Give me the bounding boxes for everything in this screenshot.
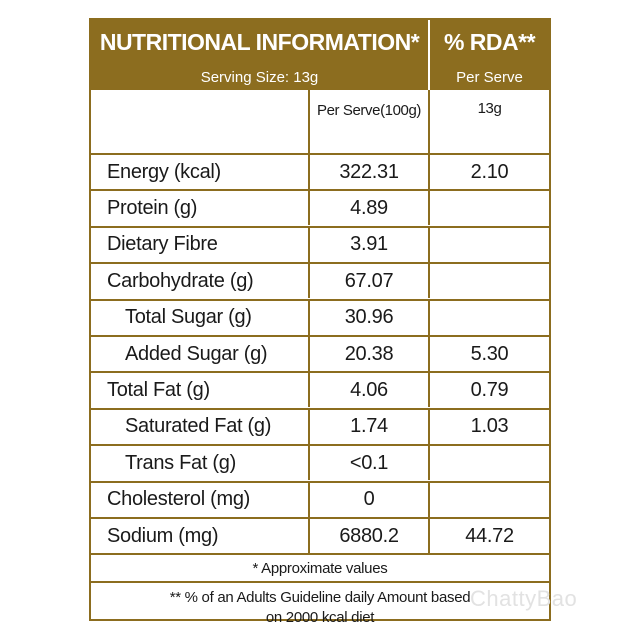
nutrient-name: Total Fat (g) — [91, 373, 310, 408]
footnote-rda-row: ** % of an Adults Guideline daily Amount… — [91, 581, 549, 633]
rda-value — [430, 228, 549, 262]
nutrient-name: Dietary Fibre — [91, 227, 310, 262]
nutrient-name: Added Sugar (g) — [91, 337, 310, 371]
serve-weight-header: 13g — [477, 100, 502, 117]
watermark: ChattyBao — [470, 586, 578, 611]
nutrient-name: Carbohydrate (g) — [91, 264, 310, 299]
rda-value — [430, 446, 549, 480]
per-serve-label: Per Serve — [456, 69, 523, 86]
per-100g-value: 67.07 — [310, 264, 430, 299]
rda-value: 1.03 — [470, 415, 509, 438]
per-100g-value: 322.31 — [310, 155, 430, 189]
rda-title: % RDA** — [443, 29, 536, 55]
per-100g-value: 1.74 — [310, 409, 430, 444]
title-row: NUTRITIONAL INFORMATION* % RDA** — [91, 20, 549, 65]
per-100g-value: 4.89 — [310, 191, 430, 226]
nutrient-header-empty — [91, 90, 310, 153]
rda-value: 0.79 — [470, 378, 509, 401]
footnote-approx-row: * Approximate values — [91, 553, 549, 581]
nutrient-name: Protein (g) — [91, 191, 310, 226]
per-100g-value: 4.06 — [310, 373, 430, 408]
nutrient-name: Trans Fat (g) — [91, 446, 310, 481]
rda-value — [430, 264, 549, 298]
rda-value: 5.30 — [470, 342, 509, 365]
rda-value — [430, 301, 549, 335]
footnote-rda-line1: ** % of an Adults Guideline daily Amount… — [169, 589, 471, 607]
serving-size: Serving Size: 13g — [91, 65, 430, 90]
per-100g-value: 0 — [310, 482, 430, 517]
column-header-row: Per Serve(100g) 13g — [91, 90, 549, 153]
table-row: Protein (g) 4.89 — [91, 189, 549, 226]
table-row: Sodium (mg) 6880.2 44.72 — [91, 517, 549, 553]
table-row: Saturated Fat (g) 1.74 1.03 — [91, 407, 549, 444]
nutrition-label: NUTRITIONAL INFORMATION* % RDA** Serving… — [89, 18, 551, 626]
per-100g-value: 30.96 — [310, 300, 430, 335]
per-100g-header: Per Serve(100g) — [310, 90, 430, 153]
nutrient-name: Total Sugar (g) — [91, 300, 310, 335]
rda-value — [430, 191, 549, 225]
nutrient-name: Energy (kcal) — [91, 155, 310, 189]
footnote-rda-line2: on 2000 kcal diet — [265, 609, 375, 627]
table-row: Cholesterol (mg) 0 — [91, 480, 549, 517]
footnote-approx: * Approximate values — [252, 559, 388, 577]
rda-value: 2.10 — [470, 160, 509, 183]
nutrient-name: Saturated Fat (g) — [91, 409, 310, 444]
table-row: Energy (kcal) 322.31 2.10 — [91, 153, 549, 189]
table-row: Trans Fat (g) <0.1 — [91, 444, 549, 481]
per-100g-value: 6880.2 — [310, 519, 430, 553]
table-row: Total Fat (g) 4.06 0.79 — [91, 371, 549, 408]
nutrient-name: Cholesterol (mg) — [91, 482, 310, 517]
table-row: Added Sugar (g) 20.38 5.30 — [91, 335, 549, 371]
per-100g-value: <0.1 — [310, 446, 430, 481]
nutrient-name: Sodium (mg) — [91, 519, 310, 553]
per-100g-value: 3.91 — [310, 227, 430, 262]
rda-value: 44.72 — [465, 524, 514, 547]
rda-value — [430, 483, 549, 517]
per-100g-value: 20.38 — [310, 337, 430, 371]
table-row: Dietary Fibre 3.91 — [91, 225, 549, 262]
table-row: Total Sugar (g) 30.96 — [91, 298, 549, 335]
serving-row: Serving Size: 13g Per Serve — [91, 65, 549, 90]
table-row: Carbohydrate (g) 67.07 — [91, 262, 549, 299]
nutrition-title: NUTRITIONAL INFORMATION* — [91, 20, 430, 65]
